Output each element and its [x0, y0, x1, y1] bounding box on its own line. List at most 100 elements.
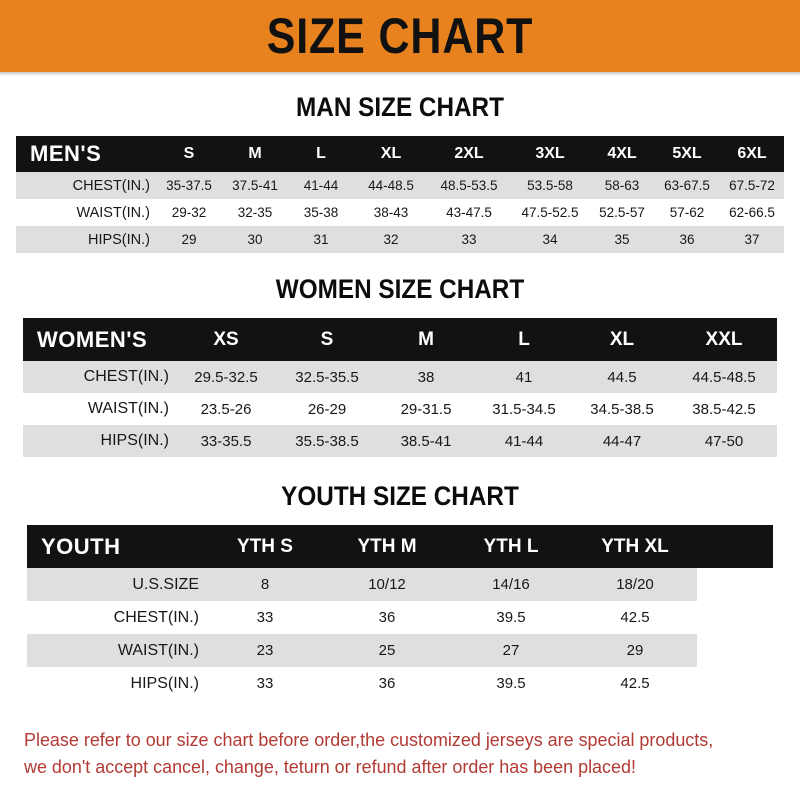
- row-label-chest: CHEST(IN.): [16, 172, 156, 199]
- cell: 33: [205, 667, 325, 700]
- cell: 67.5-72: [720, 172, 784, 199]
- col-header-2xl: 2XL: [454, 145, 484, 162]
- cell: 33-35.5: [175, 425, 277, 457]
- cell: 18/20: [573, 568, 697, 601]
- table-man-header: MEN'S S M L XL 2XL 3XL 4XL 5XL 6XL: [16, 136, 784, 172]
- col-header-l: L: [316, 145, 326, 162]
- col-header-5xl: 5XL: [672, 145, 702, 162]
- cell: 36: [325, 667, 449, 700]
- col-header-m: M: [248, 145, 262, 162]
- cell-spacer: [697, 634, 773, 667]
- cell-spacer: [697, 568, 773, 601]
- cell: 62-66.5: [720, 199, 784, 226]
- col-header-4xl: 4XL: [607, 145, 637, 162]
- cell: 32-35: [222, 199, 288, 226]
- table-youth-body: U.S.SIZE 8 10/12 14/16 18/20 CHEST(IN.) …: [27, 568, 773, 700]
- cell: 37: [720, 226, 784, 253]
- cell: 8: [205, 568, 325, 601]
- cell: 38.5-42.5: [671, 393, 777, 425]
- cell: 41-44: [475, 425, 573, 457]
- table-row: WAIST(IN.) 23.5-26 26-29 29-31.5 31.5-34…: [23, 393, 777, 425]
- cell: 32: [354, 226, 428, 253]
- cell: 25: [325, 634, 449, 667]
- col-header-yth-l: YTH L: [483, 535, 539, 557]
- cell: 31: [288, 226, 354, 253]
- cell: 29: [156, 226, 222, 253]
- table-man-body: CHEST(IN.) 35-37.5 37.5-41 41-44 44-48.5…: [16, 172, 784, 253]
- col-header-s: S: [183, 145, 195, 162]
- banner-shadow: [0, 72, 800, 76]
- banner: SIZE CHART: [0, 0, 800, 72]
- col-header-xxl: XXL: [705, 328, 743, 350]
- disclaimer-line-1: Please refer to our size chart before or…: [24, 729, 714, 750]
- cell: 29-32: [156, 199, 222, 226]
- row-label-chest: CHEST(IN.): [23, 361, 175, 393]
- col-header-xl: XL: [609, 328, 635, 350]
- col-header-spacer: [697, 525, 773, 568]
- row-label-hips: HIPS(IN.): [27, 667, 205, 700]
- cell: 44-47: [573, 425, 671, 457]
- table-row: HIPS(IN.) 29 30 31 32 33 34 35 36 37: [16, 226, 784, 253]
- section-women: WOMEN SIZE CHART WOMEN'S XS S M L XL XXL: [0, 274, 800, 457]
- cell: 35-38: [288, 199, 354, 226]
- table-row: WAIST(IN.) 29-32 32-35 35-38 38-43 43-47…: [16, 199, 784, 226]
- section-title-man: MAN SIZE CHART: [296, 92, 504, 122]
- col-header-3xl: 3XL: [535, 145, 565, 162]
- col-header-xl: XL: [380, 145, 402, 162]
- row-label-waist: WAIST(IN.): [27, 634, 205, 667]
- col-header-s: S: [320, 328, 334, 350]
- cell-spacer: [697, 601, 773, 634]
- cell: 41-44: [288, 172, 354, 199]
- cell: 41: [475, 361, 573, 393]
- cell: 14/16: [449, 568, 573, 601]
- cell: 63-67.5: [654, 172, 720, 199]
- row-label-waist: WAIST(IN.): [16, 199, 156, 226]
- cell: 39.5: [449, 601, 573, 634]
- cell: 38: [377, 361, 475, 393]
- cell: 33: [205, 601, 325, 634]
- cell: 32.5-35.5: [277, 361, 377, 393]
- cell: 38.5-41: [377, 425, 475, 457]
- col-header-yth-s: YTH S: [237, 535, 293, 557]
- table-man: MEN'S S M L XL 2XL 3XL 4XL 5XL 6XL CHEST…: [16, 136, 784, 253]
- cell: 36: [654, 226, 720, 253]
- table-youth: YOUTH YTH S YTH M YTH L YTH XL U.S.SIZE …: [27, 525, 773, 700]
- cell: 26-29: [277, 393, 377, 425]
- cell: 33: [428, 226, 510, 253]
- cell: 44.5: [573, 361, 671, 393]
- cell: 29: [573, 634, 697, 667]
- section-title-youth: YOUTH SIZE CHART: [281, 481, 519, 511]
- cell: 31.5-34.5: [475, 393, 573, 425]
- cell: 47.5-52.5: [510, 199, 590, 226]
- table-row: U.S.SIZE 8 10/12 14/16 18/20: [27, 568, 773, 601]
- table-row: WAIST(IN.) 23 25 27 29: [27, 634, 773, 667]
- page-title: SIZE CHART: [266, 8, 534, 64]
- table-row: CHEST(IN.) 29.5-32.5 32.5-35.5 38 41 44.…: [23, 361, 777, 393]
- section-youth: YOUTH SIZE CHART YOUTH YTH S YTH M YTH L…: [0, 481, 800, 700]
- cell: 48.5-53.5: [428, 172, 510, 199]
- cell: 10/12: [325, 568, 449, 601]
- table-row: HIPS(IN.) 33 36 39.5 42.5: [27, 667, 773, 700]
- cell: 34.5-38.5: [573, 393, 671, 425]
- cell: 35.5-38.5: [277, 425, 377, 457]
- disclaimer-note: Please refer to our size chart before or…: [24, 726, 753, 780]
- table-women: WOMEN'S XS S M L XL XXL CHEST(IN.) 29.5-…: [23, 318, 777, 457]
- cell: 29.5-32.5: [175, 361, 277, 393]
- table-row: MEN'S S M L XL 2XL 3XL 4XL 5XL 6XL: [16, 136, 784, 172]
- table-women-header: WOMEN'S XS S M L XL XXL: [23, 318, 777, 361]
- corner-label-youth: YOUTH: [41, 533, 121, 559]
- section-title-women: WOMEN SIZE CHART: [275, 274, 525, 304]
- cell: 39.5: [449, 667, 573, 700]
- row-label-hips: HIPS(IN.): [16, 226, 156, 253]
- table-youth-header: YOUTH YTH S YTH M YTH L YTH XL: [27, 525, 773, 568]
- table-row: CHEST(IN.) 35-37.5 37.5-41 41-44 44-48.5…: [16, 172, 784, 199]
- cell: 34: [510, 226, 590, 253]
- table-row: HIPS(IN.) 33-35.5 35.5-38.5 38.5-41 41-4…: [23, 425, 777, 457]
- cell: 37.5-41: [222, 172, 288, 199]
- table-row: WOMEN'S XS S M L XL XXL: [23, 318, 777, 361]
- section-man: MAN SIZE CHART MEN'S S M L XL 2XL 3XL 4X…: [0, 92, 800, 253]
- cell: 23: [205, 634, 325, 667]
- cell: 42.5: [573, 667, 697, 700]
- cell: 29-31.5: [377, 393, 475, 425]
- cell: 57-62: [654, 199, 720, 226]
